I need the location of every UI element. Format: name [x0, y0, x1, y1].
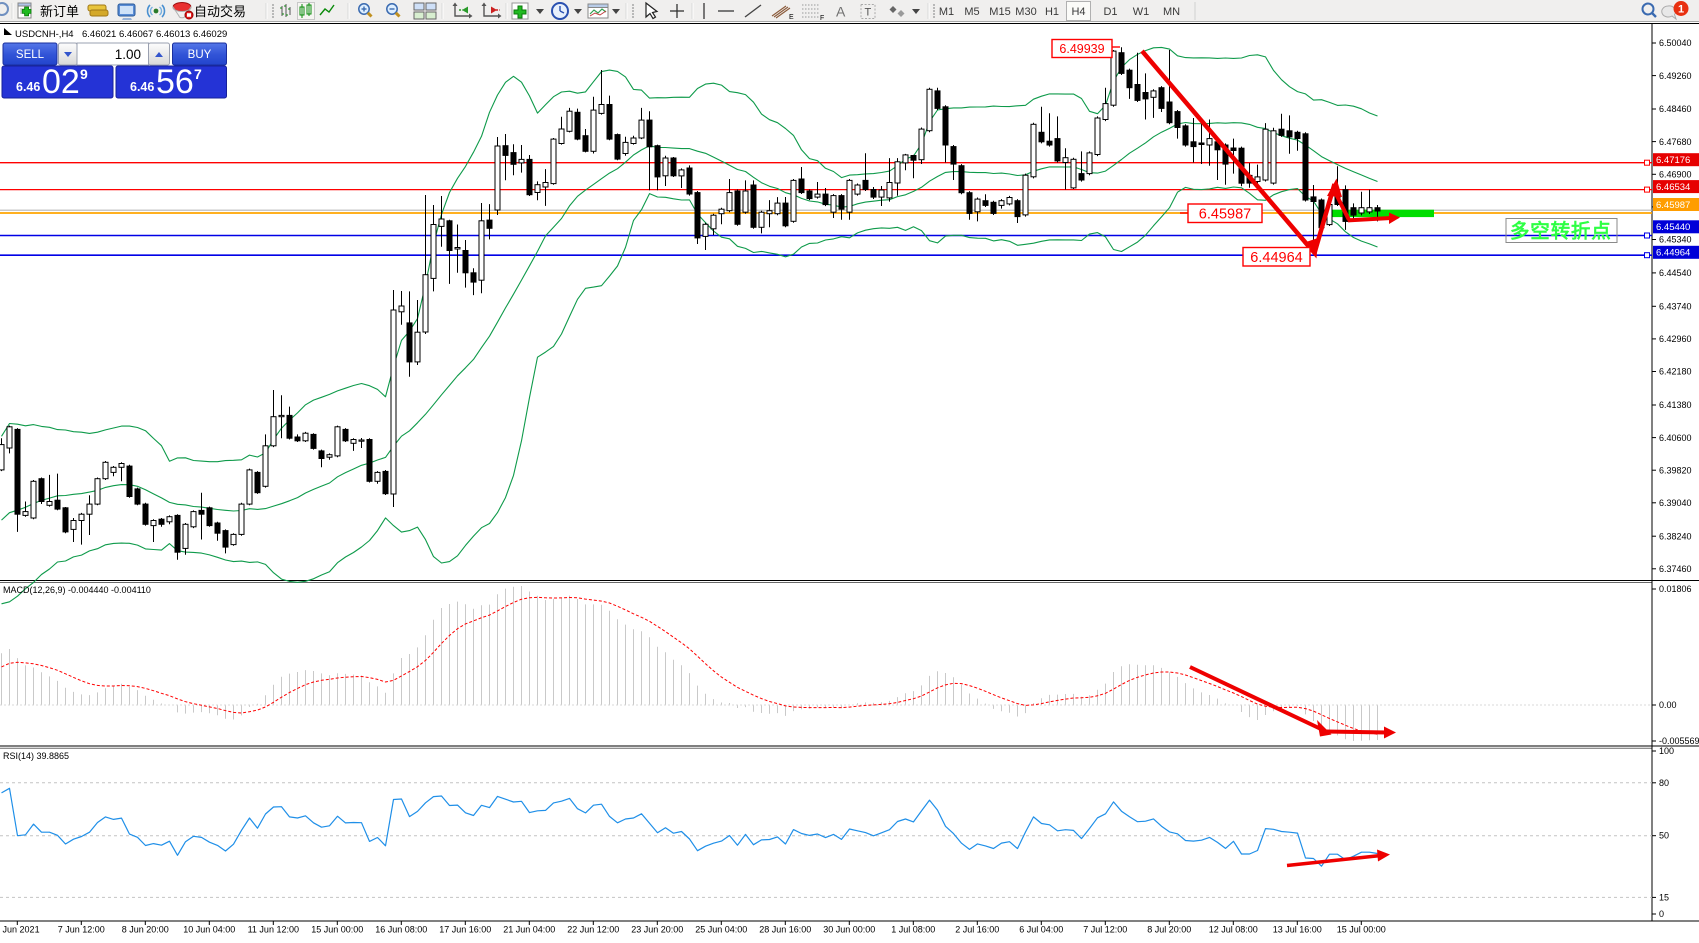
svg-text:6.43740: 6.43740: [1659, 302, 1692, 312]
svg-text:2 Jul 16:00: 2 Jul 16:00: [955, 925, 999, 935]
svg-text:7 Jul 12:00: 7 Jul 12:00: [1083, 925, 1127, 935]
svg-text:6.50040: 6.50040: [1659, 38, 1692, 48]
svg-text:W1: W1: [1133, 6, 1150, 18]
svg-text:6.42960: 6.42960: [1659, 334, 1692, 344]
svg-text:6.41380: 6.41380: [1659, 400, 1692, 410]
svg-text:6.46900: 6.46900: [1659, 170, 1692, 180]
svg-text:1 Jul 08:00: 1 Jul 08:00: [891, 925, 935, 935]
svg-text:6.47680: 6.47680: [1659, 137, 1692, 147]
svg-text:28 Jun 16:00: 28 Jun 16:00: [759, 925, 811, 935]
svg-text:6.46: 6.46: [130, 80, 154, 94]
svg-text:17 Jun 16:00: 17 Jun 16:00: [439, 925, 491, 935]
svg-text:6.46021 6.46067 6.46013 6.4602: 6.46021 6.46067 6.46013 6.46029: [82, 29, 227, 40]
svg-text:02: 02: [42, 63, 80, 101]
svg-text:16 Jun 08:00: 16 Jun 08:00: [375, 925, 427, 935]
svg-text:6.37460: 6.37460: [1659, 564, 1692, 574]
svg-text:6.45440: 6.45440: [1656, 222, 1690, 233]
svg-text:8 Jul 20:00: 8 Jul 20:00: [1147, 925, 1191, 935]
svg-text:RSI(14) 39.8865: RSI(14) 39.8865: [3, 751, 69, 761]
svg-text:SELL: SELL: [16, 49, 45, 61]
svg-text:E: E: [789, 14, 794, 21]
svg-text:6.39040: 6.39040: [1659, 498, 1692, 508]
svg-text:100: 100: [1659, 746, 1674, 756]
svg-text:4 Jun 2021: 4 Jun 2021: [0, 925, 40, 935]
svg-text:1.00: 1.00: [115, 47, 141, 62]
svg-text:新订单: 新订单: [40, 4, 79, 19]
svg-text:BUY: BUY: [188, 49, 212, 61]
svg-text:H1: H1: [1045, 6, 1059, 18]
svg-text:6.45987: 6.45987: [1199, 207, 1251, 223]
svg-text:13 Jul 16:00: 13 Jul 16:00: [1273, 925, 1322, 935]
svg-text:A: A: [836, 4, 846, 20]
svg-text:22 Jun 12:00: 22 Jun 12:00: [567, 925, 619, 935]
svg-text:6 Jul 04:00: 6 Jul 04:00: [1019, 925, 1063, 935]
svg-text:6.38240: 6.38240: [1659, 531, 1692, 541]
svg-text:23 Jun 20:00: 23 Jun 20:00: [631, 925, 683, 935]
svg-text:1: 1: [1678, 4, 1684, 16]
svg-text:F: F: [820, 15, 824, 22]
svg-text:6.45340: 6.45340: [1659, 235, 1692, 245]
svg-text:6.48460: 6.48460: [1659, 104, 1692, 114]
svg-text:12 Jul 08:00: 12 Jul 08:00: [1209, 925, 1258, 935]
svg-text:15 Jun 00:00: 15 Jun 00:00: [311, 925, 363, 935]
svg-text:D1: D1: [1103, 6, 1117, 18]
svg-text:多空转折点: 多空转折点: [1510, 220, 1612, 243]
svg-text:30 Jun 00:00: 30 Jun 00:00: [823, 925, 875, 935]
svg-text:M5: M5: [964, 6, 979, 18]
svg-text:M15: M15: [989, 6, 1010, 18]
svg-text:56: 56: [156, 63, 194, 101]
svg-text:7 Jun 12:00: 7 Jun 12:00: [58, 925, 105, 935]
svg-text:MACD(12,26,9) -0.004440 -0.004: MACD(12,26,9) -0.004440 -0.004110: [3, 585, 151, 595]
svg-text:25 Jun 04:00: 25 Jun 04:00: [695, 925, 747, 935]
svg-text:9: 9: [80, 66, 88, 82]
svg-text:7: 7: [194, 66, 202, 82]
svg-text:6.45987: 6.45987: [1656, 200, 1690, 211]
svg-text:MN: MN: [1163, 6, 1180, 18]
svg-text:自动交易: 自动交易: [194, 4, 246, 19]
svg-text:8 Jun 20:00: 8 Jun 20:00: [122, 925, 169, 935]
svg-text:USDCNH-,H4: USDCNH-,H4: [15, 29, 74, 40]
svg-text:H4: H4: [1071, 6, 1085, 18]
svg-text:6.44540: 6.44540: [1659, 268, 1692, 278]
svg-text:80: 80: [1659, 778, 1669, 788]
svg-text:21 Jun 04:00: 21 Jun 04:00: [503, 925, 555, 935]
svg-text:6.49260: 6.49260: [1659, 71, 1692, 81]
svg-text:15 Jul 00:00: 15 Jul 00:00: [1337, 925, 1386, 935]
svg-text:6.46534: 6.46534: [1656, 182, 1690, 193]
svg-text:6.39820: 6.39820: [1659, 465, 1692, 475]
svg-text:6.44964: 6.44964: [1250, 250, 1302, 266]
svg-text:0.00: 0.00: [1659, 700, 1677, 710]
svg-text:-0.005569: -0.005569: [1659, 736, 1699, 746]
svg-text:11 Jun 12:00: 11 Jun 12:00: [248, 925, 299, 935]
svg-text:T: T: [865, 7, 872, 19]
svg-text:50: 50: [1659, 831, 1669, 841]
svg-text:0: 0: [1659, 909, 1664, 919]
svg-text:10 Jun 04:00: 10 Jun 04:00: [183, 925, 235, 935]
svg-text:M1: M1: [939, 6, 954, 18]
svg-text:6.47176: 6.47176: [1656, 155, 1690, 166]
svg-text:15: 15: [1659, 892, 1669, 902]
svg-text:M30: M30: [1015, 6, 1036, 18]
svg-text:6.44964: 6.44964: [1656, 248, 1690, 259]
svg-text:0.01806: 0.01806: [1659, 584, 1692, 594]
svg-text:6.42180: 6.42180: [1659, 367, 1692, 377]
svg-text:6.40600: 6.40600: [1659, 433, 1692, 443]
svg-text:6.46: 6.46: [16, 80, 40, 94]
svg-text:6.49939: 6.49939: [1059, 42, 1104, 56]
